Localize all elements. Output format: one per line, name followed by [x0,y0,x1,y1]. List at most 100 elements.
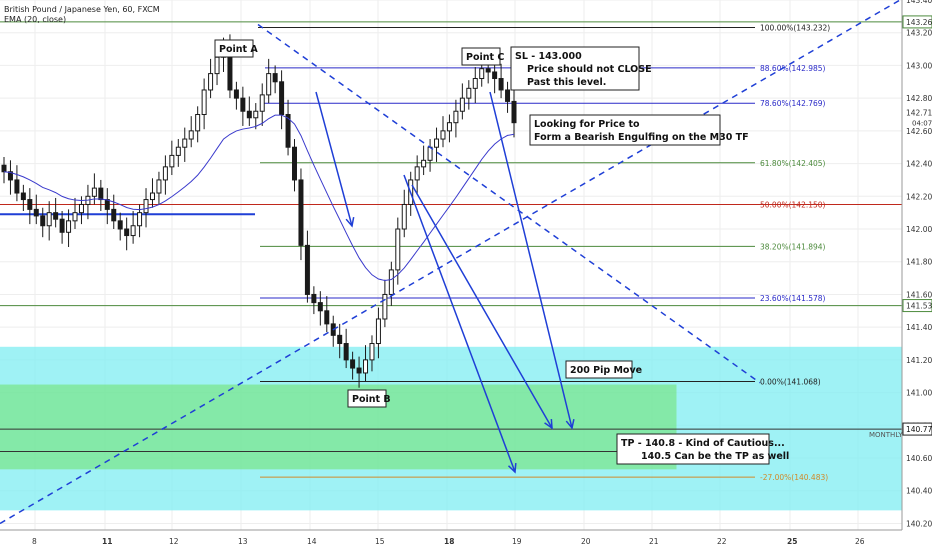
fib-level-label: 100.00%(143.232) [760,23,830,32]
point-c-label-text: Point C [466,52,504,63]
y-tick-label: 143.400 [906,0,932,5]
candle-body [505,89,511,102]
x-tick-label: 21 [649,537,659,546]
candle-body [285,114,291,148]
fib-level-label: 23.60%(141.578) [760,294,826,303]
candle-body [72,212,78,222]
x-tick-label: 19 [512,537,522,546]
price-tag-value: 142.711 [906,109,932,118]
y-tick-label: 141.400 [906,323,932,332]
candle-body [375,318,381,345]
candle-body [466,87,472,99]
price-tag-value: 140.777 [906,425,932,434]
projection-arrow-head [565,419,575,430]
y-tick-label: 141.000 [906,389,932,398]
candle-body [259,94,265,112]
candle-body [266,73,272,96]
price-tag-time: 04:07 [912,120,932,128]
candle-body [440,130,446,140]
candle-body [162,166,168,181]
downtrend-line [257,23,761,384]
candle-body [233,89,239,99]
candle-body [59,218,65,233]
candle-body [369,343,375,361]
candle-body [130,225,136,237]
candle-body [124,228,130,237]
candle-body [350,359,356,369]
looking-note-box [529,114,721,146]
price-tag-value: 143.266 [906,18,932,27]
sl-note-text: Past this level. [527,77,606,88]
candle-body [472,78,478,89]
y-axis-panel [902,0,932,550]
y-tick-label: 142.000 [906,225,932,234]
projection-arrow [411,184,553,429]
fib-level-label: 61.80%(142.405) [760,159,826,168]
y-tick-label: 142.800 [906,94,932,103]
candle-body [453,110,459,124]
tp-note-box [616,433,770,465]
candle-body [388,269,394,295]
y-tick-label: 143.000 [906,61,932,70]
price-tag-box [902,422,932,436]
candle-body [195,114,201,132]
candle-body [298,179,304,246]
candle-body [279,81,285,116]
candle-body [156,179,162,194]
candle-body [91,187,97,197]
sl-note-box [510,46,640,91]
candle-body [33,208,39,217]
candle-body [253,110,259,119]
candle-body [104,199,110,210]
price-tag-value: 141.532 [906,302,932,311]
candle-body [1,164,7,173]
indicator-title: EMA (20, close) [4,15,67,24]
y-tick-label: 140.600 [906,454,932,463]
candle-body [479,68,485,80]
tp-note-text: 140.5 Can be the TP as well [641,451,789,462]
price-tag-box [902,299,932,313]
fib-level-label: -27.00%(140.483) [760,473,828,482]
pip-move-note-text: 200 Pip Move [570,365,642,376]
candle-body [395,228,401,271]
candle-body [246,110,252,119]
candle-body [446,122,452,132]
ema-line [3,114,515,281]
symbol-title: British Pound / Japanese Yen, 60, FXCM [4,5,160,14]
point-a-label-text: Point A [219,44,258,55]
candle-body [337,334,343,345]
price-tag-box [902,15,932,29]
candle-body [208,73,214,91]
x-tick-label: 26 [855,537,865,546]
candle-body [363,359,369,374]
candle-body [343,343,349,361]
y-tick-label: 140.400 [906,487,932,496]
point-b-label-box [347,389,387,408]
candle-body [182,138,188,148]
candle-body [414,166,420,181]
price-tag-label: MONTHLY [869,431,903,439]
support-zone-green [0,384,677,470]
sl-note-text: SL - 143.000 [515,51,582,62]
candle-body [53,212,59,220]
candle-body [272,73,278,83]
candle-body [511,100,517,124]
candle-body [485,68,491,73]
candle-body [40,215,46,227]
candle-body [292,146,298,181]
y-tick-label: 141.200 [906,356,932,365]
looking-note-text: Looking for Price to [534,119,640,130]
x-tick-label: 8 [32,537,37,546]
x-tick-label: 22 [717,537,727,546]
fib-level-label: 38.20%(141.894) [760,242,826,251]
x-axis-panel [0,530,932,550]
candle-body [356,367,362,374]
x-tick-label: 14 [307,537,317,546]
point-a-label-box [214,39,254,58]
candle-body [169,154,175,168]
candle-body [27,199,33,210]
candle-body [14,179,20,194]
candle-body [201,89,207,116]
